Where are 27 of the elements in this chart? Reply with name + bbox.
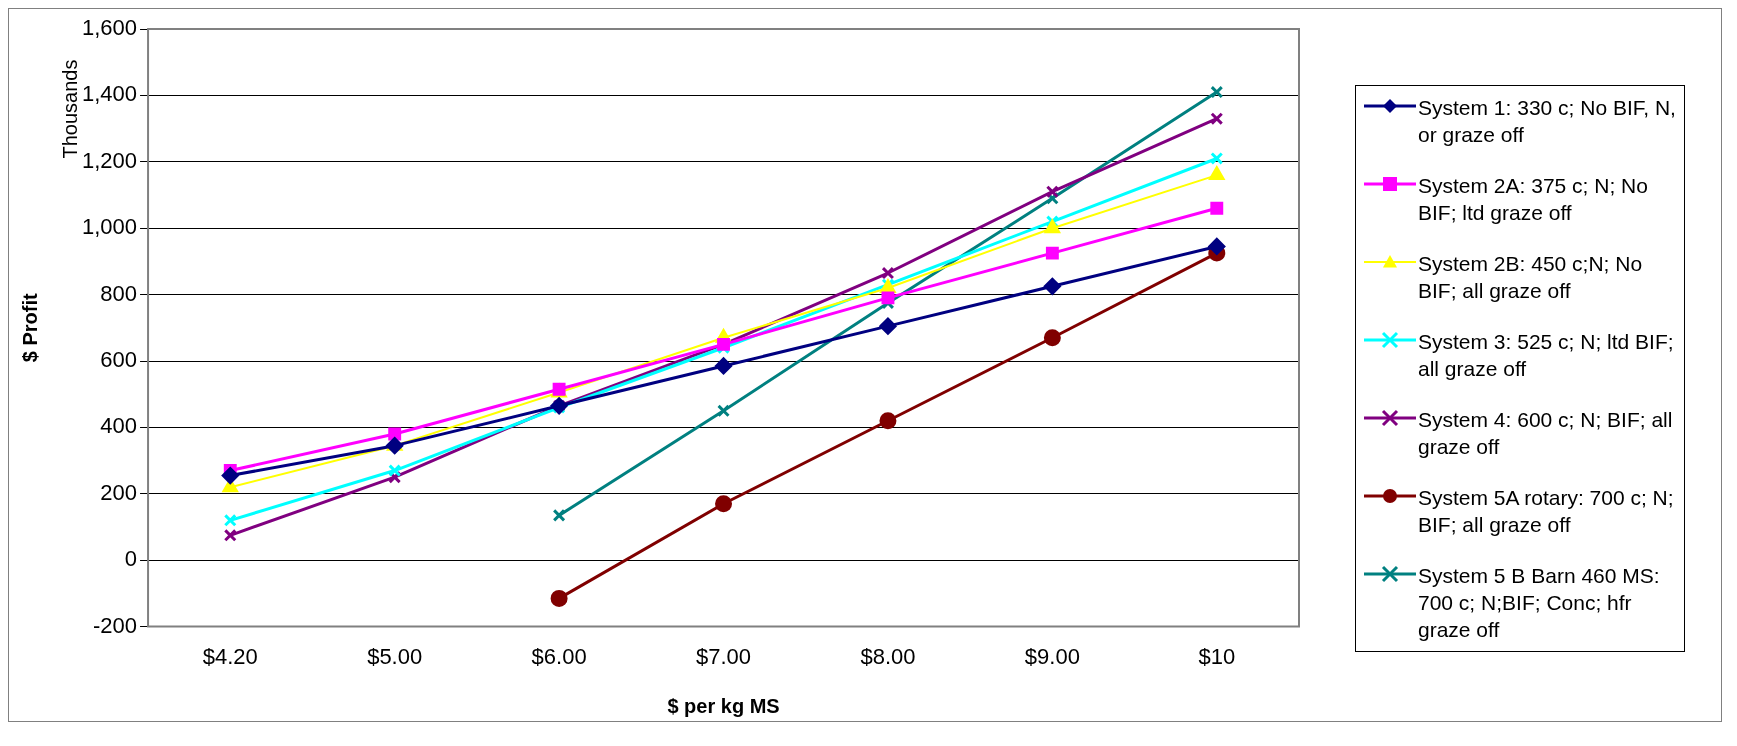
x-tick-label: $7.00 xyxy=(696,643,752,669)
y-tick-label: -200 xyxy=(93,612,138,638)
y-tick-label: 1,200 xyxy=(81,147,138,173)
legend-label: System 2A: 375 c; N; No BIF; ltd graze off xyxy=(1418,173,1649,226)
y-axis-title: $ Profit xyxy=(18,293,41,363)
x-tick-label: $4.20 xyxy=(202,643,258,669)
legend-label: System 3: 525 c; N; ltd BIF; all graze off xyxy=(1418,329,1675,382)
y-tick-label: 1,400 xyxy=(81,81,138,107)
legend-label: System 1: 330 c; No BIF, N, or graze off xyxy=(1418,95,1677,148)
x-tick-label: $10 xyxy=(1198,643,1236,669)
x-tick-label: $8.00 xyxy=(860,643,916,669)
y-tick-label: 400 xyxy=(100,413,138,439)
y-tick-label: 1,000 xyxy=(81,214,138,240)
y-tick-label: 800 xyxy=(100,280,138,306)
text: Thousands xyxy=(58,59,81,159)
legend-label: System 5 B Barn 460 MS: 700 c; N;BIF; Conc; hfr graze off xyxy=(1418,563,1661,643)
x-tick-label: $5.00 xyxy=(367,643,423,669)
legend-label: System 5A rotary: 700 c; N; BIF; all graze off xyxy=(1418,485,1675,538)
x-tick-label: $6.00 xyxy=(531,643,587,669)
y-tick-label: 200 xyxy=(100,479,138,505)
legend-label: System 4: 600 c; N; BIF; all graze off xyxy=(1418,407,1674,460)
y-tick-label: 600 xyxy=(100,347,138,373)
y-tick-label: 0 xyxy=(124,546,138,572)
x-axis-title: $ per kg MS xyxy=(667,694,780,717)
legend-label: System 2B: 450 c;N; No BIF; all graze off xyxy=(1418,251,1644,304)
y-tick-label: 1,600 xyxy=(81,15,138,41)
x-tick-label: $9.00 xyxy=(1024,643,1080,669)
